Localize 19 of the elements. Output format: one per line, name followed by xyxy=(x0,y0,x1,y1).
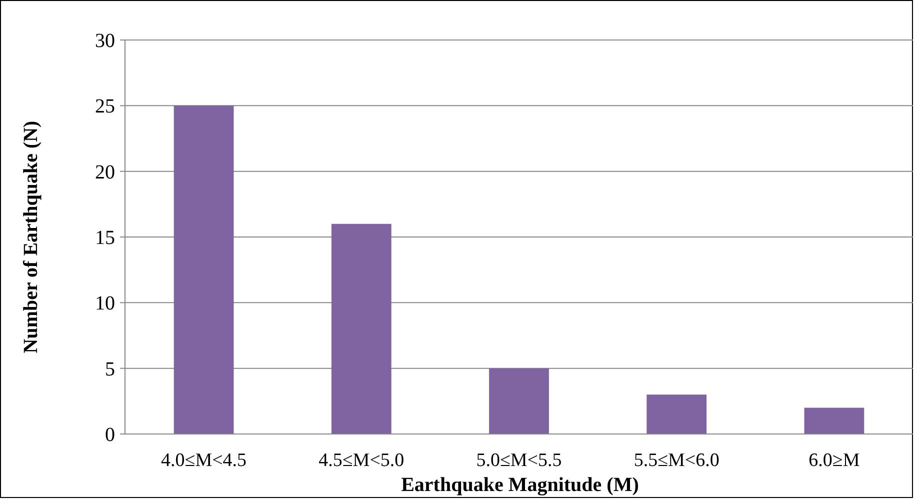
y-tick-label: 20 xyxy=(95,161,115,184)
y-tick-label: 5 xyxy=(105,358,115,380)
bar xyxy=(489,368,549,434)
bar xyxy=(331,224,392,434)
bar xyxy=(804,408,864,434)
y-tick-label: 0 xyxy=(105,424,115,446)
y-axis-title: Number of Earthquake (N) xyxy=(20,120,42,354)
y-tick-label: 30 xyxy=(95,30,115,52)
bar xyxy=(646,394,707,434)
bar xyxy=(174,106,234,434)
x-axis-title: Earthquake Magnitude (M) xyxy=(401,474,639,496)
x-tick-label: 5.0≤M<5.5 xyxy=(476,450,562,471)
y-tick-label: 25 xyxy=(95,96,115,118)
x-tick-label: 5.5≤M<6.0 xyxy=(634,450,720,471)
x-tick-label: 4.0≤M<4.5 xyxy=(161,450,247,471)
y-tick-label: 15 xyxy=(95,227,115,249)
x-tick-label: 6.0≥M xyxy=(808,450,860,471)
y-tick-label: 10 xyxy=(95,292,115,315)
x-tick-label: 4.5≤M<5.0 xyxy=(318,450,404,471)
